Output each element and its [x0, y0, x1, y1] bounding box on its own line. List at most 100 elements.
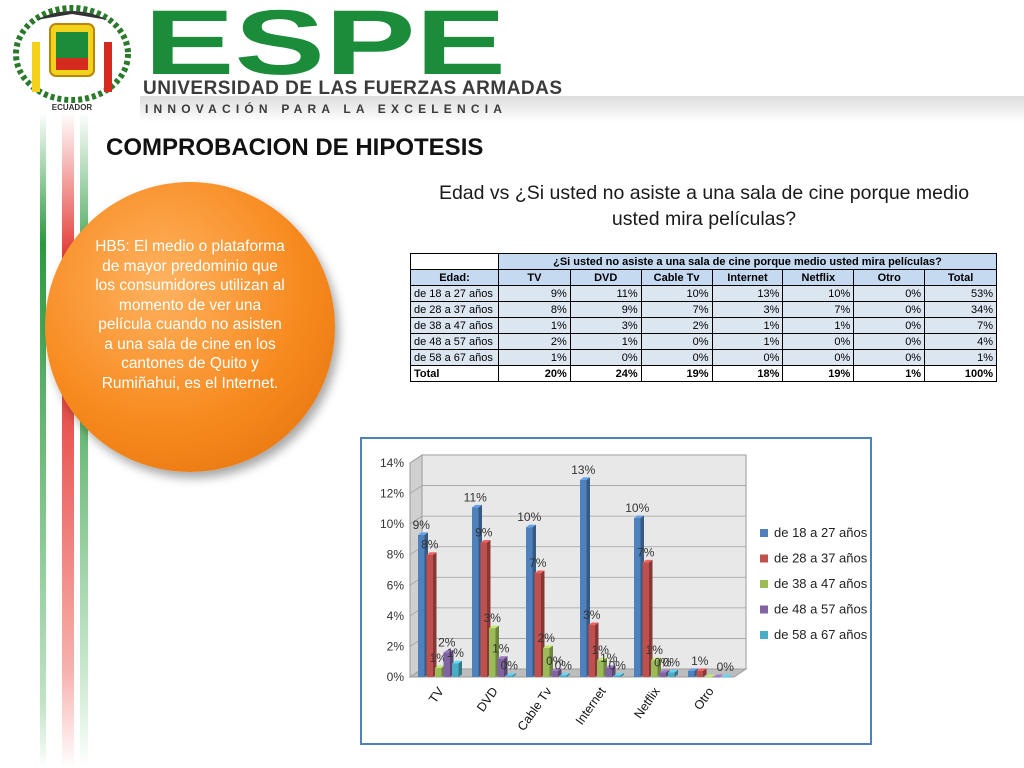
table-cell: 2%	[640, 317, 713, 334]
data-label: 11%	[464, 490, 487, 504]
bar-top	[472, 504, 482, 508]
bar-top	[443, 650, 454, 653]
data-label: 1%	[492, 642, 510, 656]
bar-top	[480, 539, 491, 543]
table-cell: 18%	[711, 365, 784, 382]
y-tick-label: 10%	[380, 517, 404, 531]
bar-top	[614, 672, 624, 676]
table-col-header: TV	[497, 269, 571, 286]
legend-label: de 58 a 67 años	[774, 627, 868, 642]
bar-top	[560, 672, 570, 676]
table-cell: 100%	[924, 365, 997, 382]
side-stripe-green-left	[40, 112, 46, 768]
y-tick-label: 14%	[380, 456, 404, 470]
table-cell: 13%	[711, 285, 784, 302]
data-label: 0%	[501, 658, 519, 672]
bar	[472, 507, 479, 677]
bar-top	[426, 552, 437, 555]
table-cell: 53%	[924, 285, 997, 302]
table-row: de 58 a 67 años 1% 0% 0% 0% 0% 0% 1%	[410, 349, 997, 366]
bar	[543, 647, 550, 677]
data-label: 0%	[663, 655, 681, 669]
bar	[634, 518, 641, 677]
data-label: 3%	[583, 608, 601, 622]
bar-side	[512, 672, 516, 677]
bar-top	[696, 668, 707, 671]
data-label: 0%	[555, 658, 573, 672]
y-tick-label: 2%	[387, 639, 405, 653]
table-cell: 34%	[924, 301, 997, 318]
side-stripe-red	[62, 112, 74, 768]
y-tick-label: 6%	[387, 578, 405, 592]
table-total-row: Total 20% 24% 19% 18% 19% 1% 100%	[410, 365, 997, 382]
bar	[713, 677, 720, 678]
legend-swatch	[760, 580, 768, 588]
table-corner-cell	[410, 253, 499, 270]
bar-top	[534, 570, 545, 574]
bar	[614, 675, 621, 677]
bar	[534, 573, 541, 677]
bar	[580, 479, 587, 677]
university-tagline: INNOVACIÓN PARA LA EXCELENCIA	[145, 102, 508, 116]
data-label: 10%	[517, 510, 541, 524]
table-cell: 19%	[640, 365, 713, 382]
bar-side	[649, 559, 653, 677]
chart-heading: Edad vs ¿Si usted no asiste a una sala d…	[438, 182, 970, 230]
bar-side	[504, 656, 508, 677]
data-label: 1%	[430, 651, 448, 665]
table-cell: 1%	[711, 333, 784, 350]
bar-side	[703, 668, 707, 677]
table-col-header: Otro	[853, 269, 926, 286]
table-cell: 8%	[497, 301, 571, 318]
bar-top	[452, 660, 462, 664]
bar-top	[543, 645, 553, 648]
table-cell: 0%	[853, 301, 926, 318]
logo-caption: ECUADOR	[52, 103, 93, 112]
table-cell: 7%	[782, 301, 855, 318]
table-cell: 0%	[782, 333, 855, 350]
y-tick-label: 4%	[387, 609, 405, 623]
table-cell: 0%	[640, 333, 713, 350]
data-label: 0%	[654, 655, 672, 669]
bar	[597, 660, 604, 677]
bar	[642, 562, 649, 677]
legend-label: de 48 a 57 años	[774, 602, 868, 617]
data-label: 0%	[546, 654, 564, 668]
bar-top	[551, 668, 562, 671]
bar-top	[435, 665, 445, 668]
hypothesis-text: HB5: El medio o plataforma de mayor pred…	[95, 238, 285, 392]
bar-top	[489, 625, 499, 629]
table-cell: 0%	[853, 317, 926, 334]
table-cell: 9%	[569, 301, 642, 318]
table-cell: 2%	[497, 333, 571, 350]
x-tick-label: Cable Tv	[515, 684, 555, 733]
university-name: UNIVERSIDAD DE LAS FUERZAS ARMADAS	[143, 78, 563, 99]
bar	[588, 625, 595, 677]
table-col-header: Netflix	[782, 269, 855, 286]
brand-wordmark: ESPE	[144, 0, 506, 94]
bar-top	[497, 656, 508, 659]
table-cell: 0%	[640, 349, 713, 366]
table-cell: 3%	[569, 317, 642, 334]
table-cell: 1%	[497, 349, 571, 366]
bar	[651, 660, 658, 677]
data-label: 10%	[625, 501, 649, 515]
data-label: 0%	[717, 660, 735, 674]
bar-top	[688, 668, 698, 671]
bar-top	[651, 657, 661, 661]
data-label: 2%	[538, 631, 556, 645]
x-tick-label: DVD	[474, 685, 501, 715]
table-row: de 18 a 27 años 9% 11% 10% 13% 10% 0% 53…	[410, 285, 997, 302]
legend-label: de 28 a 37 años	[774, 551, 868, 566]
table-cell: 10%	[782, 285, 855, 302]
table-cell: 1%	[569, 333, 642, 350]
data-label: 0%	[609, 658, 627, 672]
table-row-label: de 28 a 37 años	[410, 301, 499, 318]
data-label: 9%	[413, 518, 431, 532]
data-label: 1%	[600, 651, 618, 665]
bar	[560, 675, 567, 677]
y-tick-label: 12%	[380, 487, 404, 501]
bar-top	[597, 657, 607, 661]
table-cell: 24%	[569, 365, 642, 382]
table-cell: 19%	[782, 365, 855, 382]
